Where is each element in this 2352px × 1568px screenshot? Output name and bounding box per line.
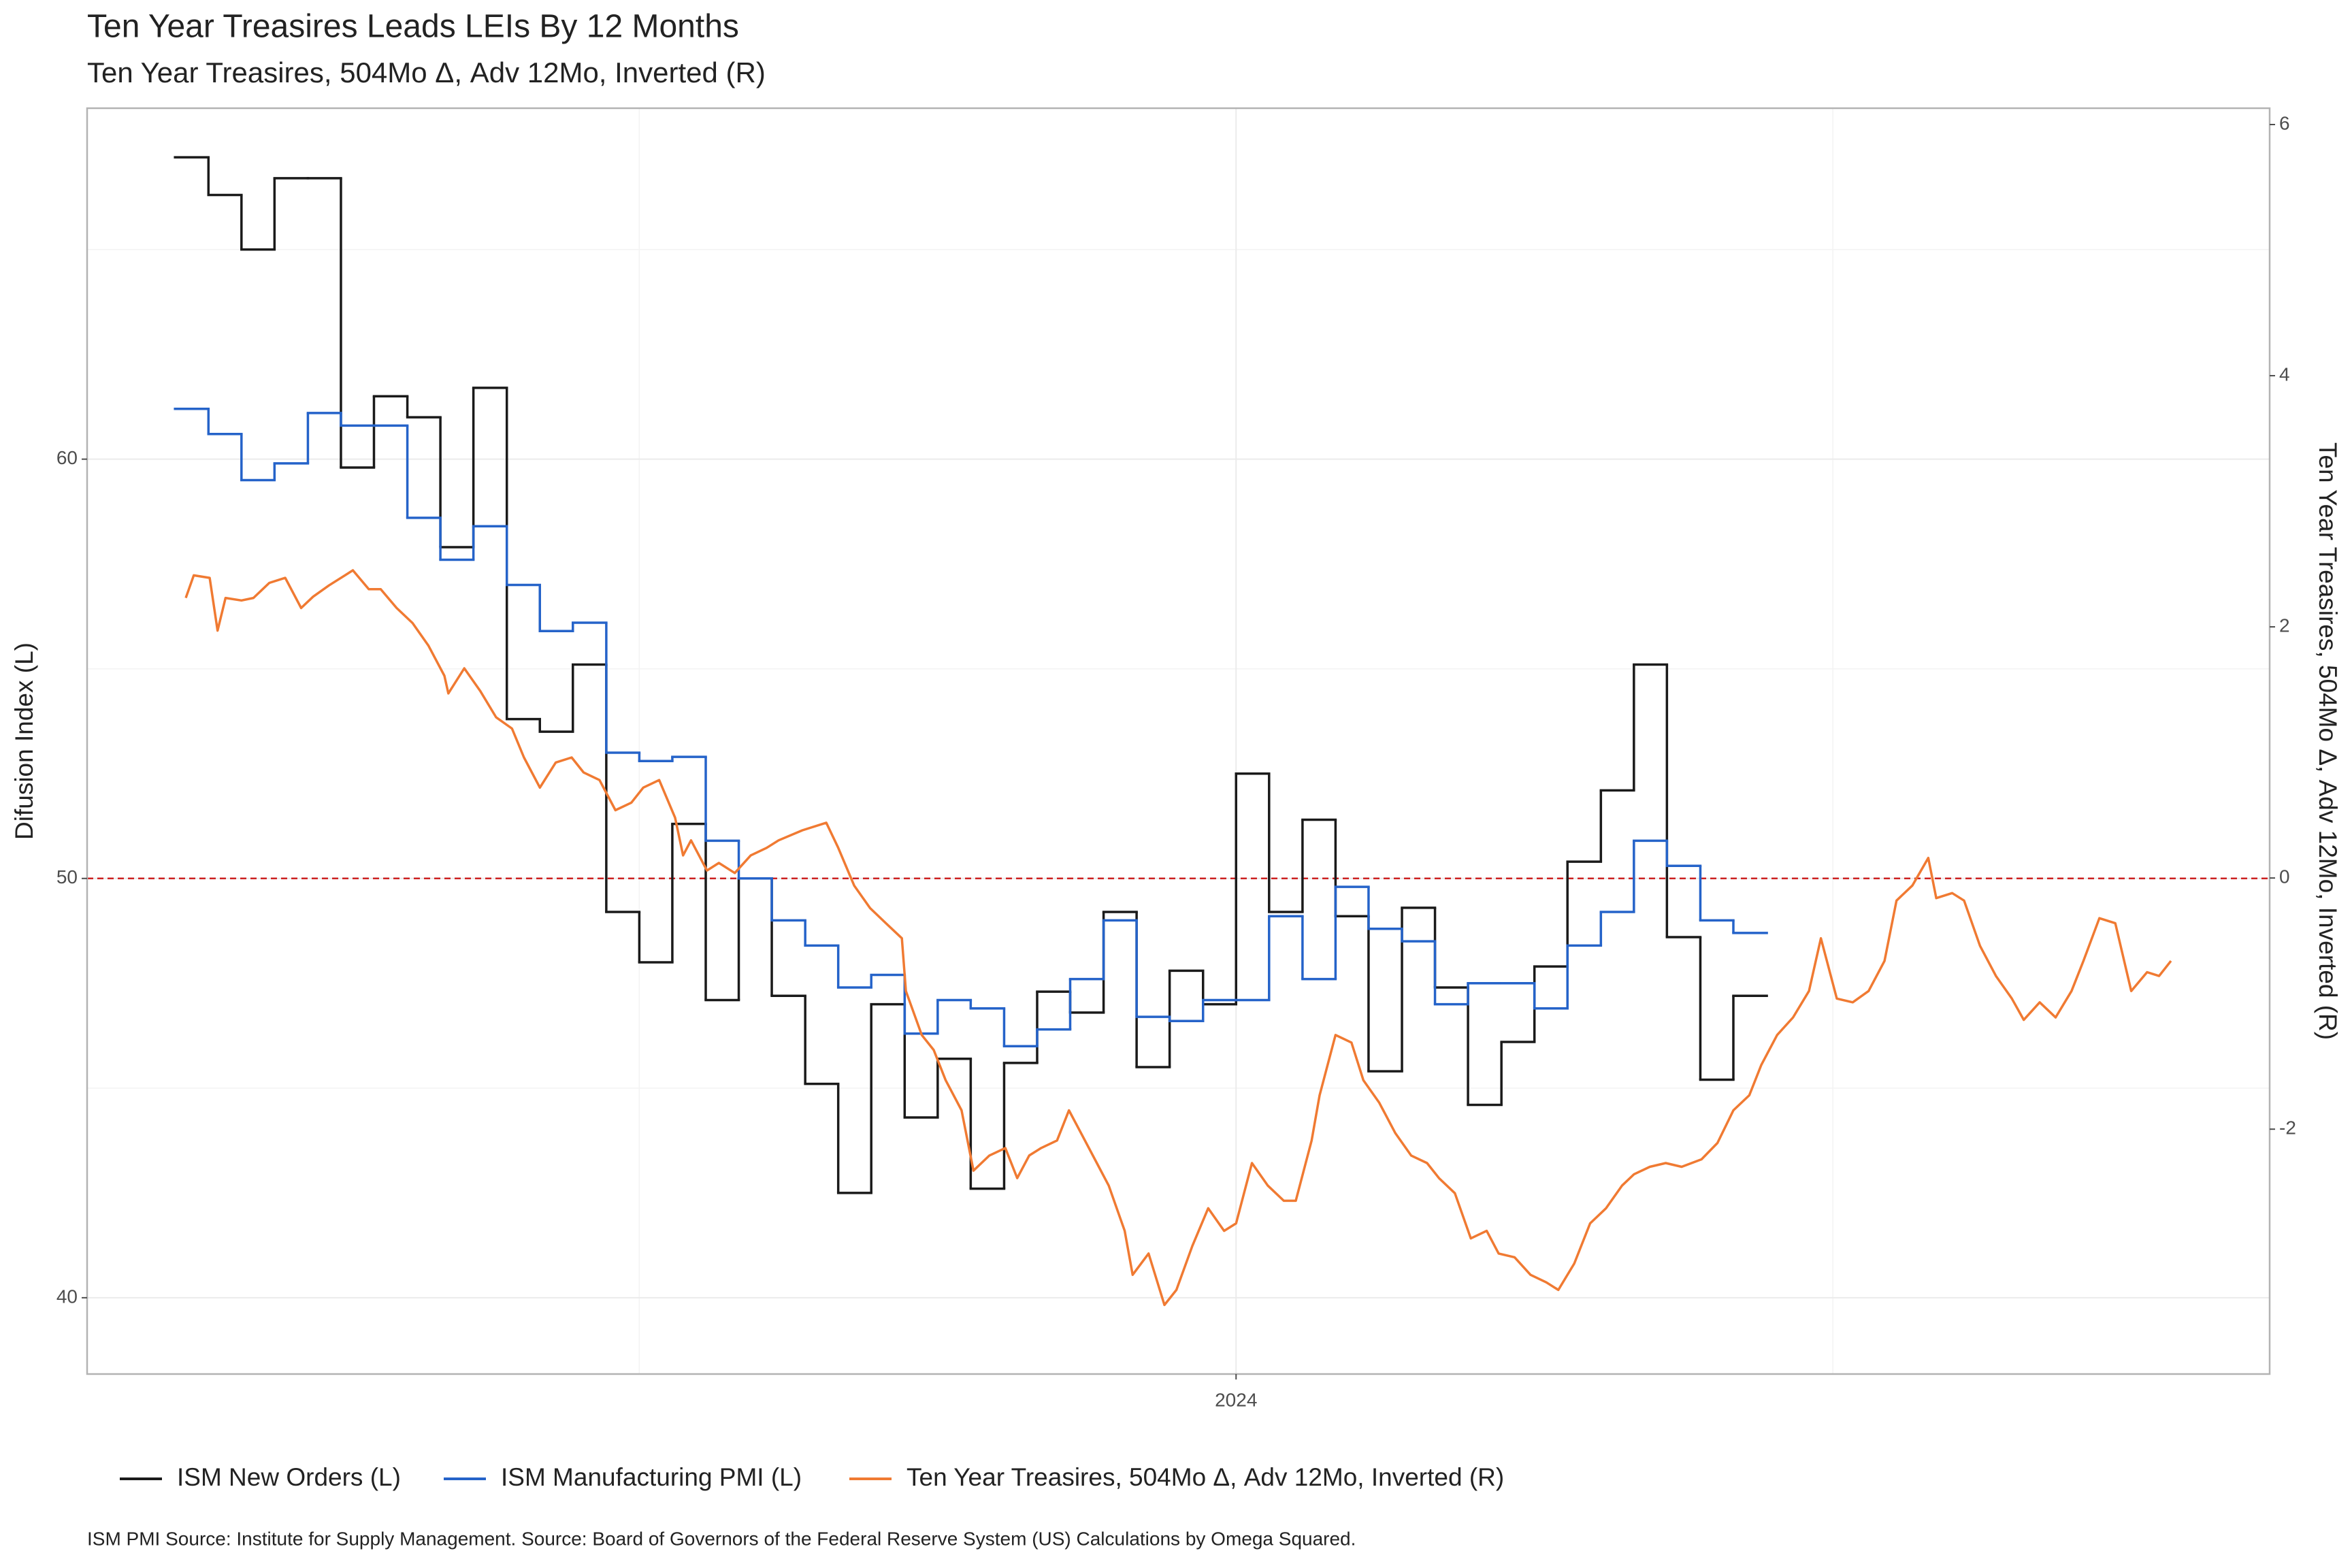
axes: 40 50 60 -2 0 2 4 6 2024 xyxy=(56,112,2296,1410)
y2-tick-label: 6 xyxy=(2279,112,2290,133)
legend-label: Ten Year Treasires, 504Mo Δ, Adv 12Mo, I… xyxy=(906,1463,1504,1491)
legend-label: ISM New Orders (L) xyxy=(177,1463,401,1491)
y2-tick-label: 2 xyxy=(2279,615,2290,636)
legend: ISM New Orders (L) ISM Manufacturing PMI … xyxy=(120,1463,1504,1491)
chart-subtitle: Ten Year Treasires, 504Mo Δ, Adv 12Mo, I… xyxy=(87,56,766,88)
y-tick-label: 60 xyxy=(56,447,78,468)
y2-tick-label: 0 xyxy=(2279,866,2290,887)
plot-border xyxy=(86,107,2271,1375)
x-tick-label: 2024 xyxy=(1215,1389,1257,1410)
grid xyxy=(87,108,2270,1374)
y-tick-label: 40 xyxy=(56,1286,78,1307)
y2-axis-title: Ten Year Treasires, 504Mo Δ, Adv 12Mo, I… xyxy=(2314,442,2342,1040)
y2-tick-label: -2 xyxy=(2279,1117,2296,1139)
caption: ISM PMI Source: Institute for Supply Man… xyxy=(87,1528,1356,1549)
series-line xyxy=(184,569,2172,1307)
legend-label: ISM Manufacturing PMI (L) xyxy=(501,1463,802,1491)
plot-marks xyxy=(87,156,2270,1307)
y-tick-label: 50 xyxy=(56,866,78,887)
y2-tick-label: 4 xyxy=(2279,363,2290,385)
y-axis-title: Difusion Index (L) xyxy=(10,642,38,840)
chart-title: Ten Year Treasires Leads LEIs By 12 Mont… xyxy=(87,9,739,45)
